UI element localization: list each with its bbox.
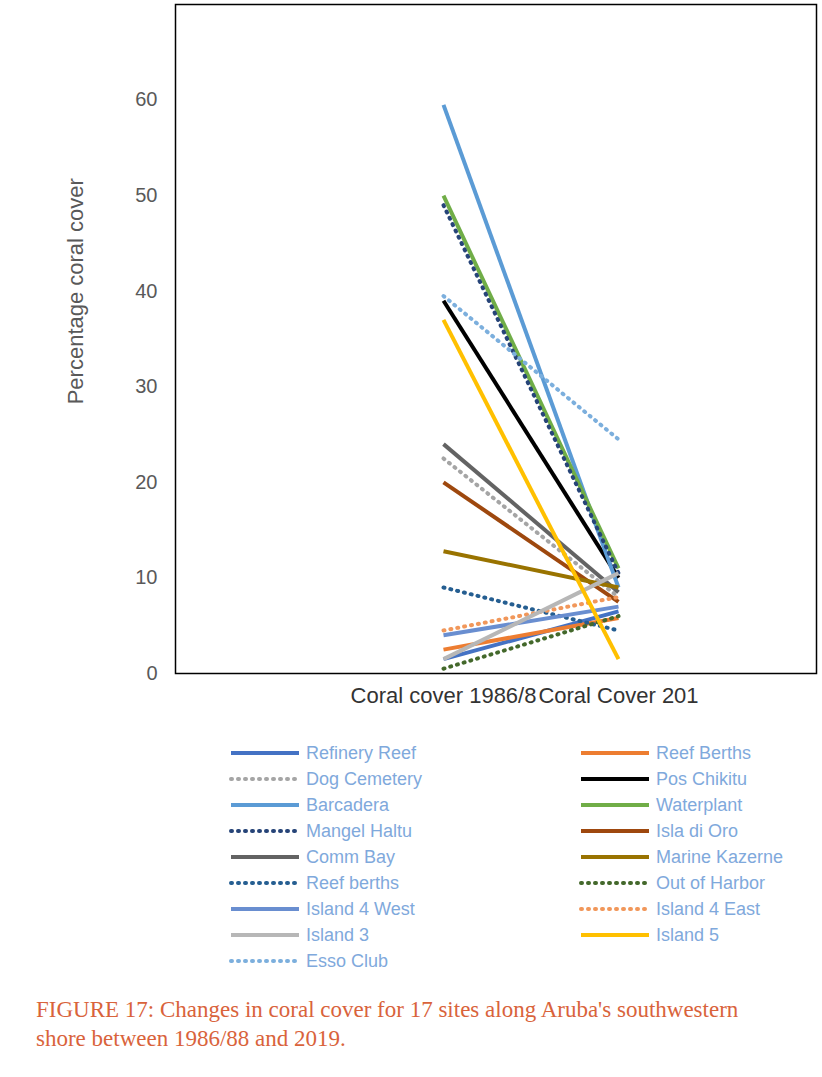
html-text:Reef berths: Reef berths [306,872,400,893]
svg-text:60: 60 [135,88,157,110]
html-text:Reef Berths: Reef Berths [656,742,751,763]
svg-text:Coral cover 1986/8: Coral cover 1986/8 [351,683,537,708]
html-text:Dog Cemetery: Dog Cemetery [306,768,422,789]
html-text:Refinery Reef: Refinery Reef [306,742,417,763]
svg-text:0: 0 [146,662,157,684]
svg-text:Percentage coral cover: Percentage coral cover [63,178,88,404]
svg-text:Coral Cover 201: Coral Cover 201 [538,683,698,708]
html-text:Island 4 West: Island 4 West [306,898,415,919]
html-text:Comm Bay: Comm Bay [306,846,395,867]
svg-text:50: 50 [135,184,157,206]
svg-text:40: 40 [135,280,157,302]
svg-text:20: 20 [135,471,157,493]
html-text:Mangel Haltu: Mangel Haltu [306,820,413,841]
html-text:Island 4 East: Island 4 East [656,898,761,919]
svg-text:10: 10 [135,566,157,588]
html-text:Island 3: Island 3 [306,924,369,945]
html-text:Barcadera: Barcadera [306,794,390,815]
svg-text:30: 30 [135,375,157,397]
html-text:FIGURE 17: Changes in coral co: FIGURE 17: Changes in coral cover for 17… [36,997,739,1051]
html-text:Island 5: Island 5 [656,924,719,945]
html-text:Out of Harbor: Out of Harbor [656,872,765,893]
html-text:Marine Kazerne: Marine Kazerne [656,846,784,867]
html-text:Waterplant: Waterplant [656,794,743,815]
html-text:Pos Chikitu: Pos Chikitu [656,768,747,789]
html-text:Isla di Oro: Isla di Oro [656,820,738,841]
html-text:Esso Club: Esso Club [306,950,388,971]
